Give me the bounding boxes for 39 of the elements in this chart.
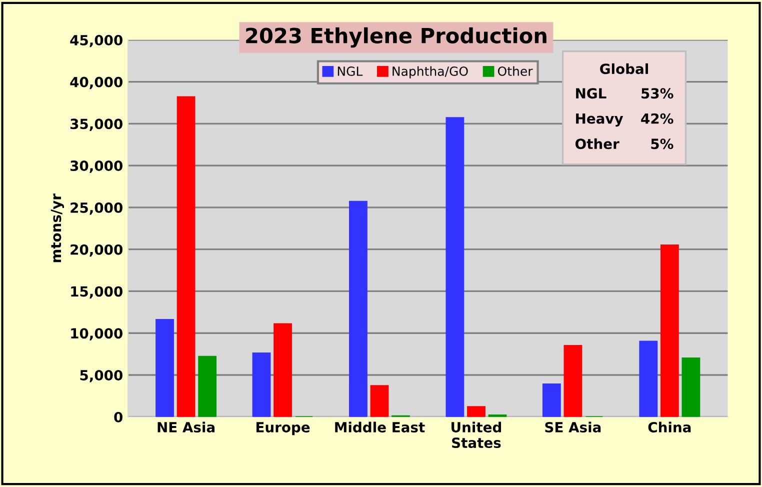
bar bbox=[682, 358, 700, 417]
bar bbox=[156, 319, 174, 417]
text: NGL 53% bbox=[576, 88, 674, 99]
x-tick-label: Europe bbox=[256, 422, 310, 436]
y-tick-label: 40,000 bbox=[70, 76, 122, 90]
bar bbox=[467, 406, 486, 417]
bar bbox=[639, 340, 658, 417]
legend-label: Other bbox=[498, 66, 533, 76]
x-tick-label: SE Asia bbox=[545, 422, 601, 432]
bar bbox=[370, 385, 389, 417]
y-axis-title: mtons/yr bbox=[50, 194, 64, 262]
bar bbox=[542, 384, 561, 417]
y-tick-label: 35,000 bbox=[70, 118, 122, 131]
bar bbox=[564, 344, 582, 417]
annotation: Global bbox=[600, 63, 648, 74]
x-tick-label: NE Asia bbox=[158, 422, 215, 432]
x-tick-label: Middle East bbox=[335, 422, 425, 432]
bar bbox=[349, 200, 368, 417]
x-tick-label: China bbox=[648, 422, 691, 432]
bar bbox=[274, 323, 292, 417]
y-tick-label: 5,000 bbox=[80, 370, 122, 382]
text: Heavy 42% bbox=[576, 113, 674, 127]
bar bbox=[446, 117, 464, 417]
text: Other 5% bbox=[575, 138, 674, 150]
y-tick-label: 15,000 bbox=[71, 286, 122, 298]
x-tick-label: United States bbox=[452, 422, 502, 448]
y-tick-label: 10,000 bbox=[71, 328, 122, 340]
bar bbox=[198, 356, 217, 417]
bar bbox=[176, 96, 196, 417]
y-tick-label: 20,000 bbox=[70, 244, 122, 257]
y-tick-label: 30,000 bbox=[70, 160, 122, 173]
chart-title: 2023 Ethylene Production bbox=[246, 27, 546, 48]
legend-label: Naphtha/GO bbox=[392, 66, 468, 78]
y-tick-label: 45,000 bbox=[70, 34, 122, 48]
bar bbox=[252, 352, 271, 417]
bar bbox=[660, 244, 679, 417]
y-tick-label: 25,000 bbox=[70, 202, 122, 215]
y-tick-label: 0 bbox=[114, 412, 122, 422]
legend-label: NGL bbox=[338, 66, 363, 76]
